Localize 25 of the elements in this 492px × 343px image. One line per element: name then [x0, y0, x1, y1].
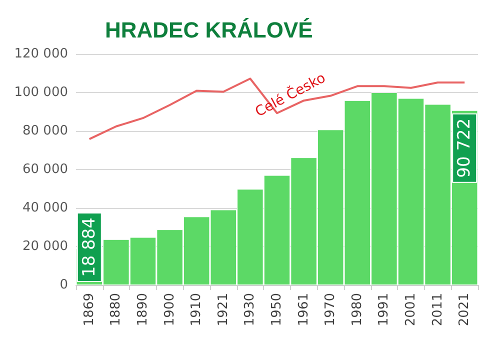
- x-tick-label: 1950: [270, 293, 284, 326]
- text: Celé Česko: [252, 69, 328, 120]
- x-tick-label: 1980: [350, 293, 365, 326]
- x-tick-label: 1900: [162, 293, 178, 326]
- y-tick-label: 100 000: [14, 85, 68, 100]
- x-tick-label: 1869: [82, 293, 97, 326]
- x-tick-label: 1930: [242, 293, 258, 326]
- y-tick-label: 40 000: [22, 200, 68, 216]
- x-tick-label: 1921: [216, 293, 231, 326]
- x-tick-label: 1961: [296, 293, 312, 326]
- chart-title: HRADEC KRÁLOVÉ: [105, 18, 313, 42]
- y-tick-label: 80 000: [22, 124, 68, 138]
- x-tick-label: 1991: [376, 293, 392, 326]
- y-tick-label: 20 000: [22, 239, 68, 254]
- x-tick-label: 1880: [108, 293, 124, 326]
- data-label: 90 722: [454, 118, 475, 178]
- x-tick-label: 1890: [136, 293, 150, 326]
- x-tick-label: 2021: [457, 293, 472, 326]
- y-tick-label: 60 000: [22, 162, 68, 177]
- x-tick-label: 1910: [189, 293, 204, 326]
- x-tick-label: 2001: [404, 293, 418, 326]
- x-tick-label: 2011: [430, 293, 446, 326]
- y-tick-label: 120 000: [14, 46, 68, 62]
- y-tick-label: 0: [60, 278, 68, 292]
- x-tick-label: 1970: [323, 293, 338, 326]
